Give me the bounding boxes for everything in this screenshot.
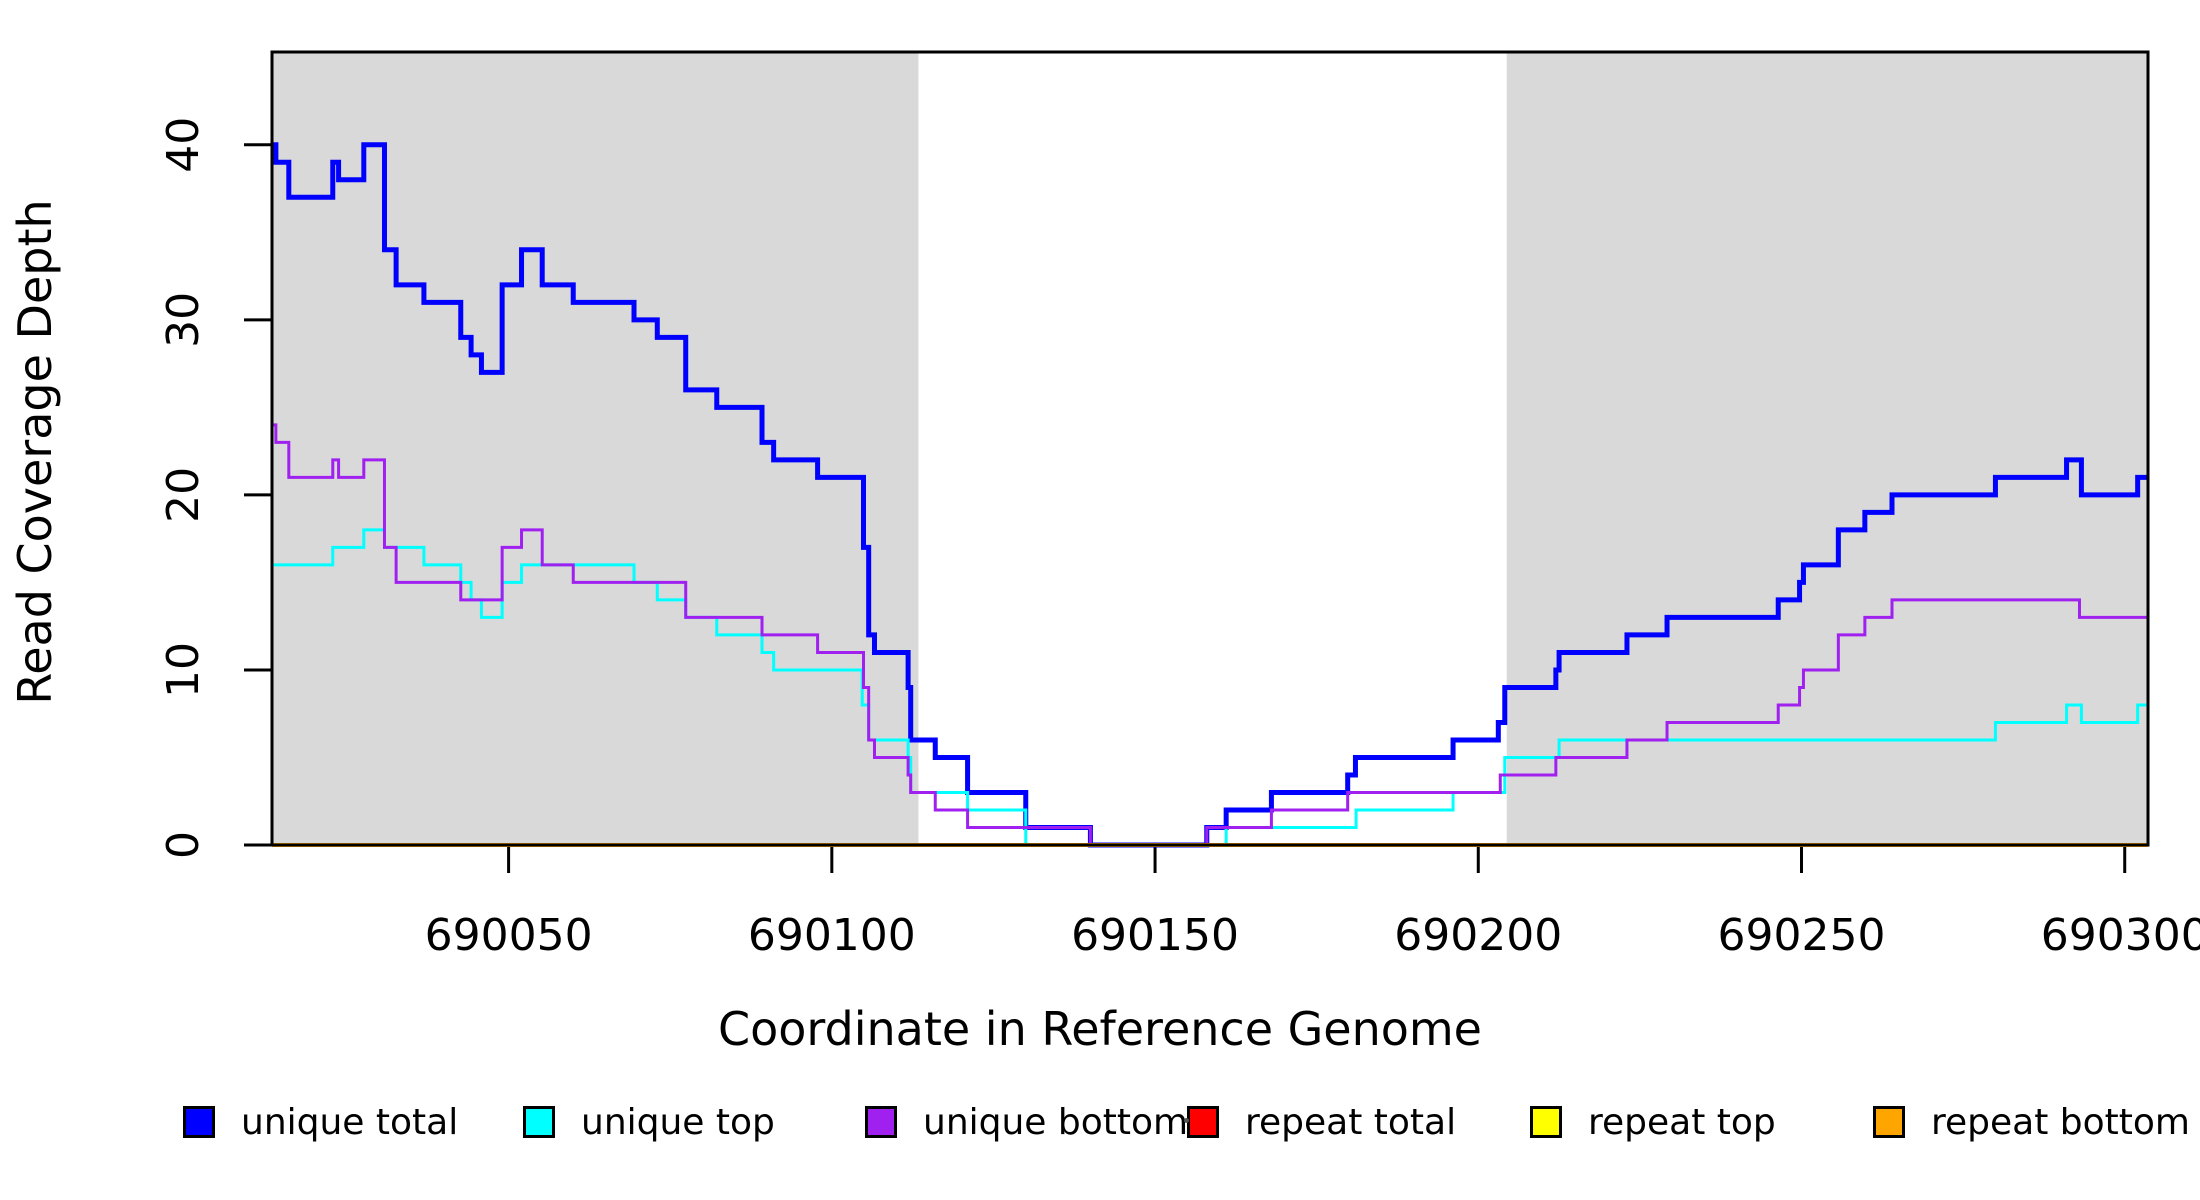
series-line-unique-top (272, 528, 2148, 847)
y-tick-label-0: 0 (158, 831, 209, 859)
legend-item-repeat-bottom: repeat bottom (1873, 1096, 2190, 1148)
x-tick-label-690250: 690250 (1718, 910, 1886, 961)
legend-item-unique-top: unique top (523, 1096, 775, 1148)
legend-item-repeat-total: repeat total (1187, 1096, 1456, 1148)
y-tick-label-10: 10 (158, 642, 209, 698)
legend-swatch-unique-bottom (865, 1106, 897, 1138)
shaded-region-left-unique-region (272, 52, 919, 845)
legend-swatch-unique-total (183, 1106, 215, 1138)
legend-item-unique-total: unique total (183, 1096, 458, 1148)
legend-label-unique-top: unique top (581, 1101, 775, 1143)
legend-swatch-repeat-top (1530, 1106, 1562, 1138)
legend-item-unique-bottom: unique bottom (865, 1096, 1188, 1148)
y-tick-label-40: 40 (158, 117, 209, 173)
x-tick-label-690300: 690300 (2041, 910, 2200, 961)
series-line-unique-total (272, 142, 2148, 848)
legend: unique total unique top unique bottom re… (0, 1096, 2200, 1156)
y-tick-label-30: 30 (158, 292, 209, 348)
plot-frame (270, 50, 2150, 847)
legend-item-repeat-top: repeat top (1530, 1096, 1776, 1148)
legend-swatch-repeat-bottom (1873, 1106, 1905, 1138)
series-line-unique-bottom (272, 423, 2148, 847)
legend-swatch-repeat-total (1187, 1106, 1219, 1138)
x-tick-label-690150: 690150 (1071, 910, 1239, 961)
shaded-region-right-unique-region (1506, 52, 2148, 845)
legend-label-repeat-top: repeat top (1588, 1101, 1776, 1143)
stray-dot-artifact (1184, 1118, 1189, 1123)
x-axis-title: Coordinate in Reference Genome (718, 1002, 1482, 1056)
legend-label-repeat-bottom: repeat bottom (1931, 1101, 2190, 1143)
y-tick-label-20: 20 (158, 467, 209, 523)
x-tick-label-690200: 690200 (1394, 910, 1562, 961)
legend-swatch-unique-top (523, 1106, 555, 1138)
x-tick-label-690050: 690050 (425, 910, 593, 961)
legend-label-unique-total: unique total (241, 1101, 459, 1143)
x-tick-label-690100: 690100 (748, 910, 916, 961)
legend-label-repeat-total: repeat total (1245, 1101, 1457, 1143)
y-axis-title: Read Coverage Depth (8, 199, 62, 705)
legend-label-unique-bottom: unique bottom (923, 1101, 1189, 1143)
